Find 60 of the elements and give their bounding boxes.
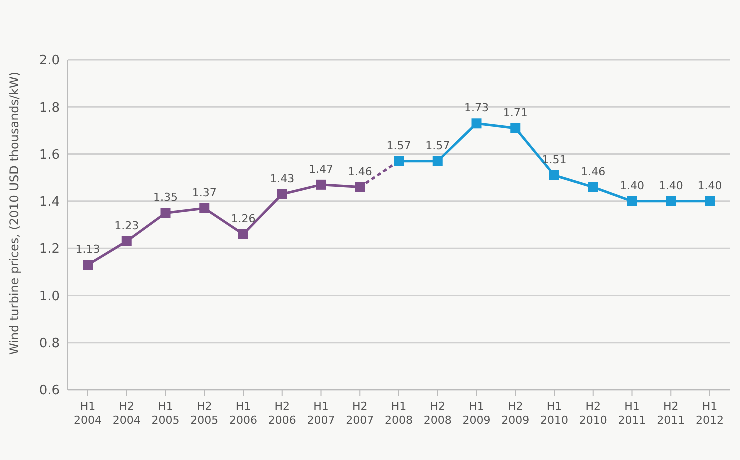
point bbox=[627, 196, 638, 206]
data-label: 1.40 bbox=[620, 179, 644, 192]
x-tick-label: H1 2012 bbox=[696, 400, 724, 427]
data-label: 1.57 bbox=[386, 139, 412, 152]
data-label: 1.46 bbox=[348, 165, 372, 178]
x-tick-label: H2 2008 bbox=[424, 400, 452, 427]
y-tick-label: 2.0 bbox=[39, 54, 60, 69]
y-axis-title: Wind turbine prices, (2010 USD thousands/kW) bbox=[7, 72, 22, 355]
x-tick-label: H2 2005 bbox=[190, 400, 219, 427]
data-label: 1.43 bbox=[270, 172, 295, 186]
x-tick-label: H1 2006 bbox=[230, 400, 258, 427]
data-label: 1.40 bbox=[658, 179, 684, 192]
x-tick-label: H1 2011 bbox=[618, 400, 646, 427]
y-tick-label: 0.6 bbox=[39, 384, 60, 399]
x-tick-label: H2 2004 bbox=[112, 400, 141, 427]
data-label: 1.35 bbox=[154, 191, 178, 204]
y-tick-label: 1.6 bbox=[39, 148, 60, 163]
x-tick-label: H2 2010 bbox=[579, 400, 608, 427]
x-tick-label: H1 2005 bbox=[152, 400, 180, 427]
y-tick-label: 0.8 bbox=[39, 336, 60, 352]
data-label: 1.47 bbox=[309, 162, 334, 176]
point bbox=[277, 189, 288, 200]
x-tick-label: H2 2011 bbox=[657, 400, 686, 427]
x-tick-label: H2 2006 bbox=[268, 400, 296, 427]
data-label: 1.40 bbox=[698, 179, 722, 192]
point bbox=[705, 196, 715, 206]
point bbox=[355, 182, 366, 192]
data-label: 1.37 bbox=[192, 186, 217, 200]
data-label: 1.51 bbox=[542, 154, 567, 166]
x-tick-label: H2 2007 bbox=[346, 400, 374, 427]
x-tick-label: H1 2007 bbox=[307, 400, 336, 427]
point bbox=[122, 236, 132, 246]
point bbox=[432, 156, 443, 166]
x-tick-label: H1 2009 bbox=[462, 400, 491, 427]
point bbox=[83, 260, 93, 270]
x-tick-label: H1 2008 bbox=[385, 400, 413, 427]
x-tick-label: H1 2010 bbox=[540, 400, 568, 427]
point bbox=[394, 156, 404, 166]
point bbox=[316, 180, 326, 190]
point bbox=[472, 118, 482, 129]
data-label: 1.26 bbox=[231, 212, 256, 226]
data-label: 1.46 bbox=[581, 165, 606, 178]
y-tick-label: 1.2 bbox=[39, 242, 60, 258]
x-tick-label: H2 2009 bbox=[502, 400, 530, 427]
data-label: 1.13 bbox=[76, 243, 100, 256]
y-tick-label: 1.4 bbox=[39, 195, 60, 210]
data-label: 1.73 bbox=[464, 102, 489, 115]
data-label: 1.23 bbox=[114, 220, 140, 232]
y-tick-label: 1.0 bbox=[39, 289, 60, 304]
point bbox=[200, 204, 210, 214]
point bbox=[550, 170, 560, 180]
x-tick-label: H1 2004 bbox=[74, 400, 102, 427]
point bbox=[510, 123, 521, 134]
y-tick-label: 1.8 bbox=[39, 100, 60, 116]
point bbox=[588, 182, 598, 192]
point bbox=[666, 196, 676, 206]
data-label: 1.57 bbox=[426, 139, 450, 152]
point bbox=[238, 229, 248, 240]
data-label: 1.71 bbox=[503, 106, 528, 120]
point bbox=[160, 208, 171, 218]
